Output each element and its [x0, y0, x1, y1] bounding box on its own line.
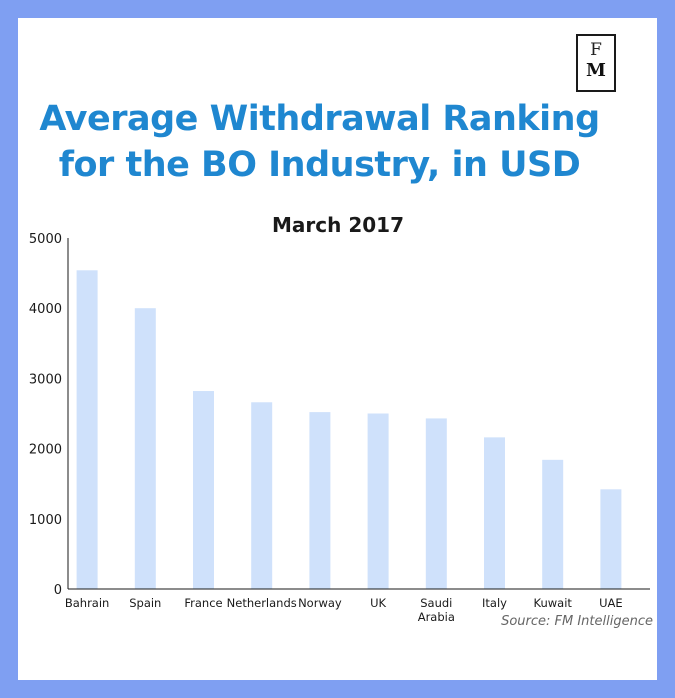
- logo-letter-f: F: [590, 40, 602, 60]
- logo-letter-m: M: [586, 60, 606, 81]
- y-tick-label: 3000: [29, 372, 62, 387]
- x-tick-label: Italy: [482, 596, 507, 610]
- bar-france: [193, 391, 214, 589]
- x-tick-label: Netherlands: [227, 596, 297, 610]
- title-line-1: Average Withdrawal Ranking: [39, 99, 600, 139]
- x-tick-label: UAE: [599, 596, 623, 610]
- x-tick-label: France: [184, 596, 222, 610]
- y-tick-label: 2000: [29, 443, 62, 458]
- bar-italy: [484, 437, 505, 589]
- x-axis-labels: Bahrain Spain France Netherlands Norway UK Sau…: [65, 596, 623, 624]
- bar-saudi-arabia: [425, 418, 447, 589]
- x-tick-label: Norway: [298, 596, 342, 610]
- x-tick-label: UK: [370, 596, 386, 610]
- bar-kuwait: [542, 459, 564, 589]
- bar-uae: [600, 489, 622, 589]
- x-tick-label: Saudi Arabia: [418, 596, 455, 624]
- x-tick-label: Spain: [129, 596, 161, 610]
- x-tick-label: Kuwait: [533, 596, 572, 610]
- y-tick-label: 5000: [29, 232, 62, 247]
- bar-norway: [309, 412, 331, 589]
- page-title: Average Withdrawal Ranking for the BO In…: [0, 96, 639, 188]
- title-line-2: for the BO Industry, in USD: [58, 145, 581, 185]
- bar-bahrain: [76, 270, 98, 589]
- chart-title: March 2017: [272, 213, 404, 237]
- y-axis-ticks: 0 1000 2000 3000 4000 5000: [29, 232, 62, 598]
- fm-logo: F M: [576, 34, 616, 92]
- y-tick-label: 1000: [29, 513, 62, 528]
- y-tick-label: 4000: [29, 302, 62, 317]
- bars-group: [76, 270, 622, 589]
- bar-netherlands: [251, 402, 273, 589]
- x-tick-label: Bahrain: [65, 596, 109, 610]
- source-note: Source: FM Intelligence: [501, 614, 653, 629]
- bar-uk: [367, 413, 389, 589]
- bar-spain: [134, 308, 156, 589]
- y-tick-label: 0: [54, 583, 62, 598]
